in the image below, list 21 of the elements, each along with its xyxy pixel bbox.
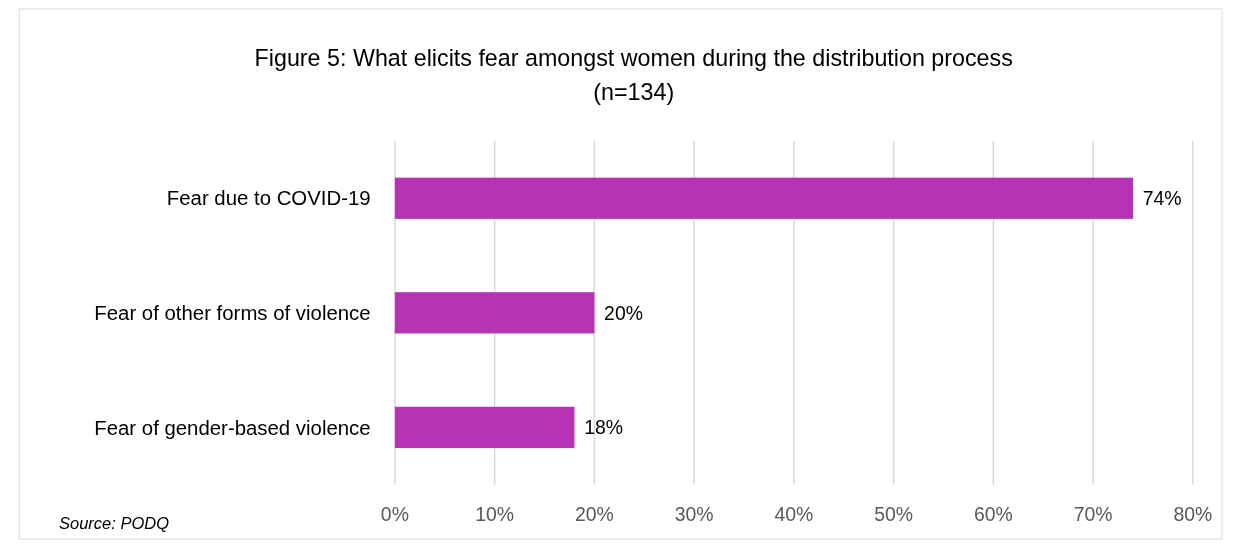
bar (394, 177, 1134, 219)
x-tick-label: 60% (973, 502, 1013, 525)
data-label: 74% (1142, 187, 1182, 210)
x-tick-label: 30% (674, 502, 714, 525)
chart-title: Figure 5: What elicits fear amongst women during the distribution process (254, 45, 1013, 72)
y-tick-label: Fear due to COVID-19 (166, 187, 371, 210)
x-tick-label: 80% (1173, 502, 1213, 525)
y-tick-label: Fear of gender-based violence (94, 416, 371, 439)
source-note: Source: PODQ (59, 514, 170, 533)
x-tick-label: 0% (380, 502, 409, 525)
x-tick-label: 70% (1073, 502, 1113, 525)
x-tick-label: 20% (574, 502, 614, 525)
x-tick-label: 40% (774, 502, 814, 525)
x-tick-label: 10% (475, 502, 515, 525)
bar (394, 292, 595, 334)
data-label: 18% (584, 416, 624, 439)
data-label: 20% (604, 301, 643, 324)
chart-subtitle: (n=134) (593, 79, 675, 106)
y-tick-label: Fear of other forms of violence (94, 301, 371, 324)
x-tick-label: 50% (874, 502, 914, 525)
bar (394, 406, 575, 449)
